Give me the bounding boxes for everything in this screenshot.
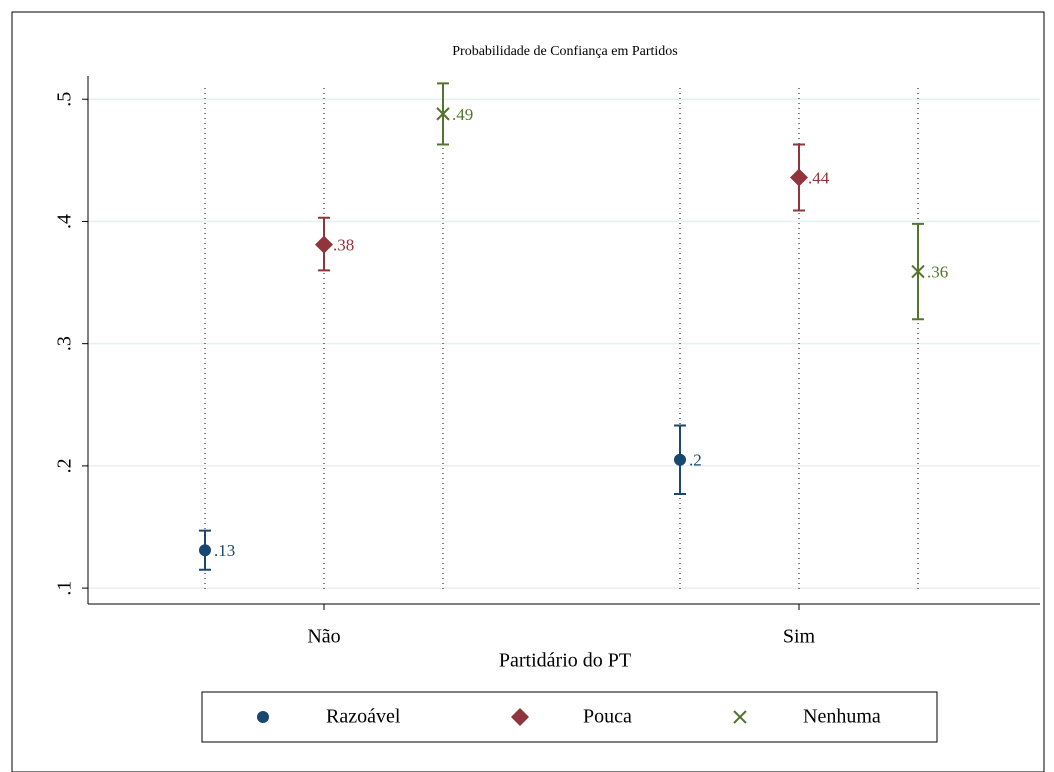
marker bbox=[733, 710, 747, 724]
marker bbox=[199, 544, 211, 557]
value-label: .44 bbox=[808, 168, 830, 187]
value-label: .36 bbox=[927, 262, 948, 281]
legend-box bbox=[201, 691, 938, 743]
value-label: .2 bbox=[689, 451, 702, 470]
marker bbox=[911, 264, 925, 279]
y-tick-label: .2 bbox=[54, 458, 76, 473]
legend-label: Razoável bbox=[326, 706, 401, 728]
marker bbox=[436, 107, 450, 121]
legend-label: Pouca bbox=[583, 706, 632, 728]
y-tick-label: .5 bbox=[54, 92, 76, 107]
y-tick-label: .3 bbox=[54, 336, 76, 351]
legend-label: Nenhuma bbox=[803, 706, 881, 728]
value-label: .49 bbox=[452, 105, 473, 124]
marker bbox=[511, 708, 529, 726]
value-label: .13 bbox=[214, 541, 235, 560]
y-tick-label: .4 bbox=[54, 214, 76, 229]
outer-frame bbox=[11, 11, 1045, 772]
chart-title: Probabilidade de Confiança em Partidos bbox=[452, 44, 678, 59]
x-tick-label: Não bbox=[307, 626, 340, 648]
marker bbox=[315, 235, 333, 254]
y-tick-label: .1 bbox=[54, 581, 76, 596]
marker bbox=[674, 453, 686, 466]
x-tick-label: Sim bbox=[783, 626, 816, 648]
x-axis-title: Partidário do PT bbox=[499, 650, 631, 672]
value-label: .38 bbox=[333, 236, 354, 255]
marker bbox=[790, 168, 808, 187]
marker bbox=[257, 711, 269, 723]
